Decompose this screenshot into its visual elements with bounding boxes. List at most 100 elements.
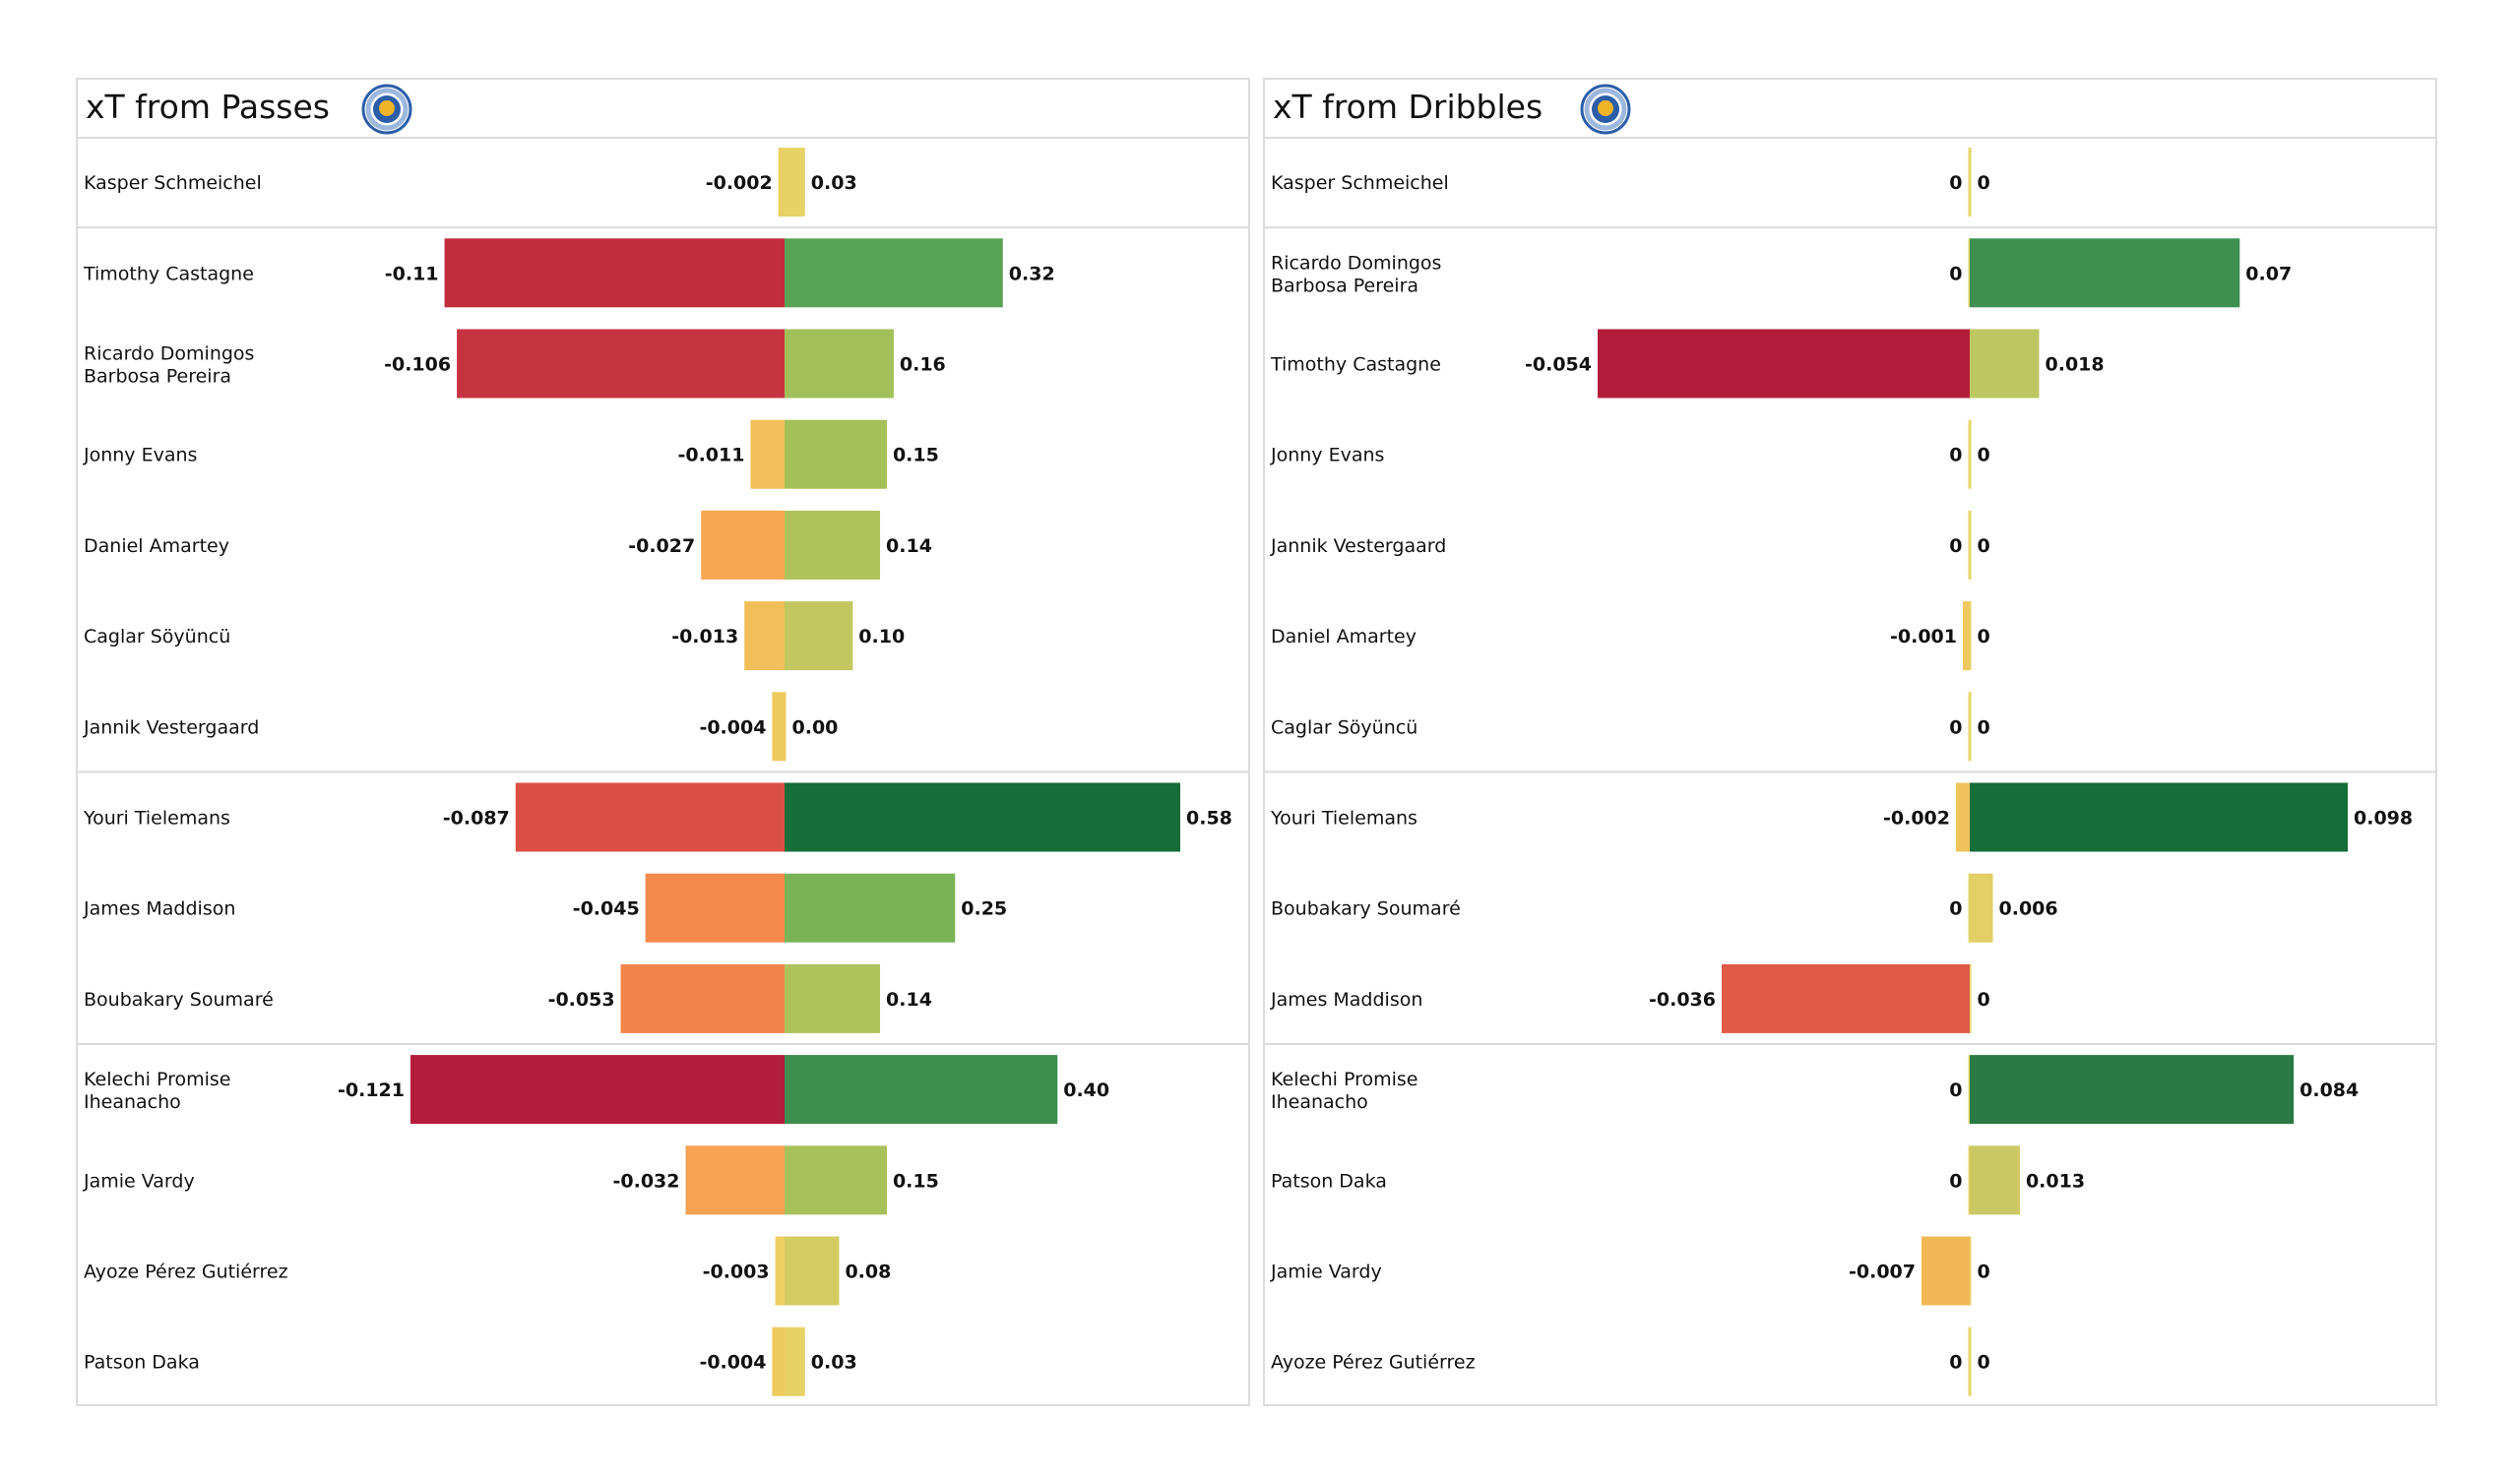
positive-bar (1970, 1055, 2295, 1125)
positive-bar (785, 1145, 887, 1215)
player-row: Youri Tielemans -0.002 0.098 (1270, 782, 2413, 852)
positive-bar (785, 692, 787, 762)
positive-bar (785, 1326, 805, 1396)
positive-value-label: 0.098 (2354, 808, 2413, 830)
player-row: Jannik Vestergaard 0 0 (1270, 510, 1990, 580)
negative-value-label: -0.036 (1649, 989, 1716, 1011)
negative-bar (1968, 148, 1970, 217)
player-row: Kelechi Promise Iheanacho 0 0.084 (1271, 1055, 2359, 1125)
positive-value-label: 0.006 (1999, 898, 2058, 920)
player-row: Ayoze Pérez Gutiérrez -0.003 0.08 (84, 1236, 891, 1306)
player-row: Ricardo Domingos Barbosa Pereira -0.106 0.1… (84, 329, 946, 399)
player-name: Ricardo Domingos Barbosa Pereira (84, 343, 254, 388)
positive-value-label: 0.08 (845, 1262, 891, 1283)
player-row: James Maddison -0.036 0 (1270, 963, 1990, 1033)
player-name: Jannik Vestergaard (83, 716, 259, 738)
player-row: Kasper Schmeichel -0.002 0.03 (84, 148, 857, 217)
negative-value-label: -0.027 (628, 535, 695, 557)
negative-bar (772, 692, 785, 762)
player-name: Timothy Castagne (83, 263, 254, 284)
negative-bar (1968, 873, 1970, 943)
negative-value-label: -0.053 (548, 989, 615, 1011)
negative-value-label: -0.004 (699, 1352, 766, 1374)
negative-bar (1956, 782, 1970, 852)
negative-bar (1922, 1236, 1970, 1306)
positive-bar (1970, 963, 1972, 1033)
negative-value-label: -0.011 (677, 445, 744, 466)
positive-value-label: 0.15 (893, 445, 939, 466)
dribbles-chart: Kasper Schmeichel 0 0 Ricardo Domingos Barbo… (1265, 148, 2435, 1396)
passes-panel: xT from Passes Kasper Schmeichel -0.002 0.… (76, 78, 1250, 1406)
positive-value-label: 0.32 (1009, 263, 1055, 284)
player-name: Patson Daka (1271, 1170, 1387, 1192)
club-crest-icon (1580, 84, 1631, 135)
positive-bar (1970, 329, 2040, 399)
negative-value-label: -0.002 (706, 172, 773, 194)
negative-value-label: 0 (1949, 1352, 1962, 1374)
negative-bar (1963, 601, 1970, 671)
positive-value-label: 0 (1978, 535, 1990, 557)
positive-bar (785, 510, 881, 580)
player-name: Kasper Schmeichel (84, 172, 262, 194)
player-row: Kasper Schmeichel 0 0 (1271, 148, 1990, 217)
positive-bar (1970, 1145, 2020, 1215)
player-row: James Maddison -0.045 0.25 (83, 873, 1007, 943)
dribbles-panel-title: xT from Dribbles (1273, 88, 1544, 126)
negative-bar (1968, 1055, 1970, 1125)
positive-bar (1970, 1236, 1972, 1306)
negative-bar (744, 601, 785, 671)
negative-bar (750, 419, 785, 489)
negative-bar (1968, 1326, 1970, 1396)
positive-value-label: 0.58 (1186, 808, 1232, 830)
player-row: Boubakary Soumaré -0.053 0.14 (84, 963, 932, 1033)
player-name: Kelechi Promise Iheanacho (1271, 1069, 1418, 1113)
negative-bar (1968, 692, 1970, 762)
negative-value-label: -0.004 (699, 716, 766, 738)
positive-value-label: 0.084 (2300, 1079, 2359, 1101)
negative-bar (1722, 963, 1970, 1033)
player-name: Jannik Vestergaard (1270, 535, 1446, 557)
negative-value-label: -0.001 (1890, 626, 1957, 648)
player-name: Youri Tielemans (1270, 808, 1418, 830)
positive-value-label: 0.40 (1063, 1079, 1109, 1101)
player-name: Ricardo Domingos Barbosa Pereira (1271, 252, 1441, 296)
positive-value-label: 0.14 (886, 535, 932, 557)
negative-bar (444, 238, 785, 308)
player-row: Caglar Söyüncü 0 0 (1271, 692, 1990, 762)
player-name: Boubakary Soumaré (84, 989, 274, 1011)
player-name: James Maddison (83, 898, 235, 920)
player-row: Ayoze Pérez Gutiérrez 0 0 (1271, 1326, 1990, 1396)
negative-value-label: 0 (1949, 263, 1962, 284)
negative-value-label: -0.106 (384, 354, 451, 376)
positive-bar (785, 329, 894, 399)
negative-value-label: -0.032 (613, 1170, 680, 1192)
negative-bar (685, 1145, 785, 1215)
negative-bar (645, 873, 785, 943)
dribbles-panel: xT from Dribbles Kasper Schmeichel 0 0 Rica… (1263, 78, 2437, 1406)
positive-value-label: 0.16 (900, 354, 946, 376)
player-name: Jonny Evans (1270, 445, 1384, 466)
player-name: Patson Daka (84, 1352, 200, 1374)
negative-value-label: -0.11 (385, 263, 439, 284)
player-name: Caglar Söyüncü (1271, 716, 1418, 738)
negative-bar (1598, 329, 1970, 399)
negative-value-label: -0.054 (1525, 354, 1592, 376)
positive-bar (785, 1055, 1058, 1125)
player-row: Daniel Amartey -0.001 0 (1271, 601, 1990, 671)
negative-value-label: -0.013 (671, 626, 738, 648)
player-row: Jamie Vardy -0.032 0.15 (83, 1145, 939, 1215)
player-row: Daniel Amartey -0.027 0.14 (84, 510, 932, 580)
player-row: Ricardo Domingos Barbosa Pereira 0 0.07 (1271, 238, 2292, 308)
negative-value-label: -0.087 (443, 808, 510, 830)
negative-bar (1968, 510, 1970, 580)
player-row: Patson Daka -0.004 0.03 (84, 1326, 857, 1396)
player-name: Jamie Vardy (83, 1170, 195, 1192)
negative-value-label: -0.002 (1883, 808, 1950, 830)
negative-value-label: -0.121 (338, 1079, 405, 1101)
negative-value-label: 0 (1949, 716, 1962, 738)
positive-value-label: 0.25 (961, 898, 1007, 920)
player-name: Jonny Evans (83, 445, 197, 466)
player-name: Youri Tielemans (83, 808, 230, 830)
positive-value-label: 0.03 (811, 172, 857, 194)
positive-bar (785, 238, 1003, 308)
